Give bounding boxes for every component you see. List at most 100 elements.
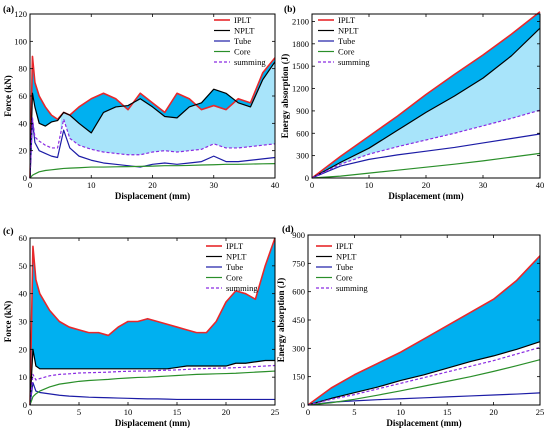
panel-d-ytick-label: 750 — [292, 258, 305, 268]
panel-c-series-core-line — [29, 370, 276, 406]
panel-d-fill-outer — [308, 255, 540, 405]
panel-a-ytick-label: 120 — [14, 9, 27, 19]
panel-a-legend-label-tube: Tube — [234, 36, 251, 46]
panel-b-series-nplt-line — [311, 27, 541, 179]
panel-b-y-axis-title: Energy absorption (J) — [280, 54, 290, 139]
panel-c-ytick-label: 40 — [19, 289, 28, 299]
panel-c-series-nplt-line — [29, 348, 275, 406]
panel-d-legend-label-iplt: IPLT — [336, 241, 354, 251]
panel-b-series-summing-line — [311, 109, 541, 179]
panel-b-x-axis-title: Displacement (mm) — [388, 191, 463, 201]
panel-c-xtick-label: 5 — [77, 407, 81, 417]
panel-c: 0 5 10 15 20 25 0 10 20 30 40 50 60 Displacement (mm)… — [3, 226, 279, 428]
panel-c-ytick-label: 0 — [23, 400, 27, 410]
panel-a-ytick-label: 80 — [19, 64, 28, 74]
panel-b-legend-label-iplt: IPLT — [338, 15, 356, 25]
panel-b-series-iplt-line — [311, 11, 541, 179]
panel-d-series-iplt-line — [307, 255, 541, 406]
panel-d-xtick-label: 15 — [443, 407, 452, 417]
panel-c-legend-label-core: Core — [226, 273, 243, 283]
panel-d-ytick-label: 0 — [301, 400, 305, 410]
panel-c-legend-label-nplt: NPLT — [226, 252, 247, 262]
panel-b-ytick-label: 300 — [296, 151, 309, 161]
panel-b-xtick-label: 0 — [310, 180, 314, 190]
panel-b-fill-inner — [312, 28, 540, 178]
panel-d-xtick-label: 25 — [536, 407, 545, 417]
panel-d-xtick-label: 10 — [397, 407, 406, 417]
panel-a: 0 10 20 30 40 0 20 40 60 80 100 120 Displacement (mm… — [3, 4, 279, 201]
panel-b-xtick-label: 10 — [365, 180, 374, 190]
panel-d-ytick-label: 600 — [292, 287, 305, 297]
panel-c-legend-label-summing: summing — [226, 283, 258, 293]
panel-a-series-tube-line — [29, 120, 276, 179]
panel-c-legend-label-tube: Tube — [226, 262, 243, 272]
panel-a-legend-label-iplt: IPLT — [234, 15, 252, 25]
panel-c-ytick-label: 10 — [19, 372, 28, 382]
panel-d: 0 5 10 15 20 25 0 150 300 450 600 750 900 Displacemen… — [276, 224, 544, 428]
panel-b-legend-label-summing: summing — [338, 57, 370, 67]
panel-a-fill-outer — [30, 56, 275, 179]
panel-c-xtick-label: 20 — [222, 407, 231, 417]
panel-a-xtick-label: 0 — [28, 180, 32, 190]
panel-d-x-axis-title: Displacement (mm) — [386, 418, 461, 428]
panel-a-series-summing-line — [29, 117, 276, 179]
panel-b-xtick-label: 20 — [422, 180, 431, 190]
panel-c-legend-label-iplt: IPLT — [226, 241, 244, 251]
panel-c-xtick-label: 0 — [28, 407, 32, 417]
panel-d-label: (d) — [282, 224, 294, 235]
panel-a-xtick-label: 40 — [271, 180, 280, 190]
panel-d-legend-label-tube: Tube — [336, 262, 353, 272]
panel-c-ytick-label: 60 — [19, 233, 28, 243]
panel-d-ytick-label: 450 — [292, 315, 305, 325]
panel-a-ytick-label: 100 — [14, 36, 27, 46]
panel-a-xtick-label: 10 — [87, 180, 96, 190]
panel-c-label: (c) — [3, 226, 14, 237]
panel-a-legend-label-summing: summing — [234, 57, 266, 67]
panel-a-series-iplt-line — [29, 55, 276, 179]
panel-a-ytick-label: 0 — [23, 173, 27, 183]
panel-a-ytick-label: 40 — [19, 118, 28, 128]
panel-b-legend-label-tube: Tube — [338, 36, 355, 46]
panel-c-series-iplt-line — [29, 237, 276, 406]
panel-b-ytick-label: 2100 — [292, 16, 309, 26]
panel-c-xtick-label: 25 — [271, 407, 280, 417]
panel-b-xtick-label: 40 — [536, 180, 545, 190]
panel-d-ytick-label: 300 — [292, 343, 305, 353]
panel-d-legend-label-summing: summing — [336, 283, 368, 293]
panel-a-x-axis-title: Displacement (mm) — [115, 191, 190, 201]
panel-c-ytick-label: 20 — [19, 344, 28, 354]
panel-c-fill-outer — [30, 238, 275, 405]
panel-a-fill-inner — [60, 61, 275, 155]
panel-b-ytick-label: 1200 — [292, 84, 309, 94]
panel-d-xtick-label: 0 — [306, 407, 310, 417]
panel-b-ytick-label: 1500 — [292, 61, 309, 71]
panel-d-series-tube-line — [307, 392, 541, 406]
panel-d-series-core-line — [307, 359, 541, 406]
panel-b-ytick-label: 1800 — [292, 39, 309, 49]
panel-d-series-nplt-line — [307, 341, 541, 406]
panel-d-xtick-label: 5 — [352, 407, 356, 417]
panel-b-ytick-label: 0 — [305, 173, 309, 183]
panel-d-ytick-label: 150 — [292, 372, 305, 382]
panel-a-y-axis-title: Force (kN) — [3, 75, 13, 117]
panel-c-xtick-label: 10 — [124, 407, 133, 417]
panel-a-label: (a) — [3, 4, 14, 15]
panel-a-legend-label-core: Core — [234, 47, 251, 57]
panel-d-ytick-label: 900 — [292, 230, 305, 240]
panel-d-xtick-label: 20 — [489, 407, 498, 417]
panel-c-ytick-label: 50 — [19, 261, 28, 271]
panel-d-legend-label-nplt: NPLT — [336, 252, 357, 262]
panel-b-label: (b) — [284, 4, 296, 15]
panel-c-x-axis-title: Displacement (mm) — [115, 418, 190, 428]
panel-b-series-tube-line — [311, 133, 541, 179]
panel-a-ytick-label: 20 — [19, 146, 28, 156]
panel-c-xtick-label: 15 — [173, 407, 182, 417]
panel-b-series-core-line — [311, 152, 541, 179]
panel-c-y-axis-title: Force (kN) — [3, 301, 13, 343]
panel-a-series-core-line — [29, 163, 276, 179]
panel-b-ytick-label: 900 — [296, 106, 309, 116]
